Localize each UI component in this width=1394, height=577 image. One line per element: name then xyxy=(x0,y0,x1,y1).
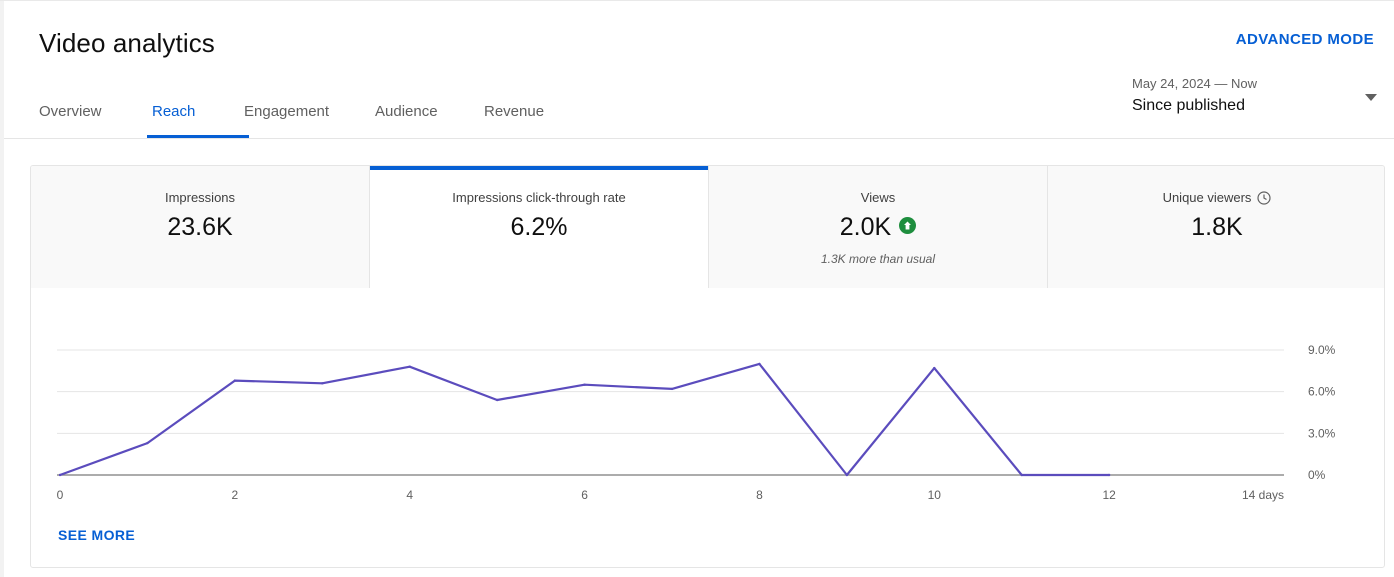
data-point xyxy=(495,398,499,402)
x-tick-label: 0 xyxy=(57,488,64,502)
x-tick-label: 6 xyxy=(581,488,588,502)
metric-label: Unique viewers xyxy=(1162,190,1252,205)
metric-value: 2.0K xyxy=(839,213,892,241)
data-point xyxy=(1107,473,1111,477)
metric-value: 23.6K xyxy=(167,213,233,241)
frame-edge-top xyxy=(0,0,1394,1)
data-point xyxy=(321,382,324,385)
x-tick-label: 4 xyxy=(406,488,413,502)
metric-label: Impressions click-through rate xyxy=(452,190,626,205)
metric-impressions-ctr[interactable]: Impressions click-through rate 6.2% xyxy=(370,166,709,288)
data-point xyxy=(583,383,586,386)
advanced-mode-button[interactable]: ADVANCED MODE xyxy=(1235,31,1374,48)
metric-value: 6.2% xyxy=(510,213,568,241)
date-range-label: Since published xyxy=(1132,97,1245,114)
x-tick-label: 8 xyxy=(756,488,763,502)
metric-unique-viewers[interactable]: Unique viewers 1.8K xyxy=(1048,166,1384,288)
data-point xyxy=(670,387,674,391)
tab-overview[interactable]: Overview xyxy=(39,103,102,120)
y-tick-label: 6.0% xyxy=(1308,385,1336,399)
tab-engagement[interactable]: Engagement xyxy=(244,103,330,120)
metric-label: Impressions xyxy=(164,190,236,205)
metric-value-row: 2.0K xyxy=(709,213,1047,242)
data-point xyxy=(933,366,936,370)
arrow-up-icon xyxy=(899,216,917,234)
date-range-dropdown[interactable]: May 24, 2024 — Now Since published xyxy=(1132,76,1382,126)
reach-card: Impressions 23.6K Impressions click-thro… xyxy=(30,165,1385,568)
metric-note: 1.3K more than usual xyxy=(820,252,936,266)
x-tick-label: 12 xyxy=(1102,488,1116,502)
y-tick-label: 0% xyxy=(1308,468,1326,482)
caret-down-icon xyxy=(1365,94,1377,101)
tab-reach[interactable]: Reach xyxy=(147,90,249,138)
metric-tabs: Impressions 23.6K Impressions click-thro… xyxy=(31,166,1384,288)
metric-label: Views xyxy=(860,190,896,205)
header-divider xyxy=(4,138,1394,139)
x-tick-label: 14 days xyxy=(1242,488,1284,502)
data-point xyxy=(58,473,62,477)
tab-audience[interactable]: Audience xyxy=(375,103,438,120)
metric-label-row: Unique viewers xyxy=(1048,190,1384,206)
y-tick-label: 3.0% xyxy=(1308,426,1336,440)
data-point xyxy=(845,473,849,477)
metric-impressions[interactable]: Impressions 23.6K xyxy=(31,166,370,288)
analytics-tabs: Overview Reach Engagement Audience Reven… xyxy=(39,90,564,138)
ctr-line-chart: 0% 3.0% 6.0% 9.0% 0 2 4 6 8 10 12 14 days xyxy=(57,343,1336,502)
data-point xyxy=(1020,473,1023,477)
metric-value: 1.8K xyxy=(1191,213,1243,241)
data-point xyxy=(146,441,149,445)
data-point xyxy=(233,379,237,382)
see-more-button[interactable]: SEE MORE xyxy=(58,527,136,543)
data-point xyxy=(408,365,411,368)
date-range-text: May 24, 2024 — Now xyxy=(1132,76,1258,91)
page-title: Video analytics xyxy=(39,28,215,58)
x-tick-label: 10 xyxy=(928,488,942,502)
tab-revenue[interactable]: Revenue xyxy=(484,103,545,120)
clock-icon[interactable] xyxy=(1257,190,1272,205)
metric-views[interactable]: Views 2.0K 1.3K more than usual xyxy=(709,166,1048,288)
y-tick-label: 9.0% xyxy=(1308,343,1336,357)
frame-edge xyxy=(0,0,4,577)
series-line xyxy=(59,362,1110,477)
x-tick-label: 2 xyxy=(232,488,239,502)
data-point xyxy=(758,362,761,366)
